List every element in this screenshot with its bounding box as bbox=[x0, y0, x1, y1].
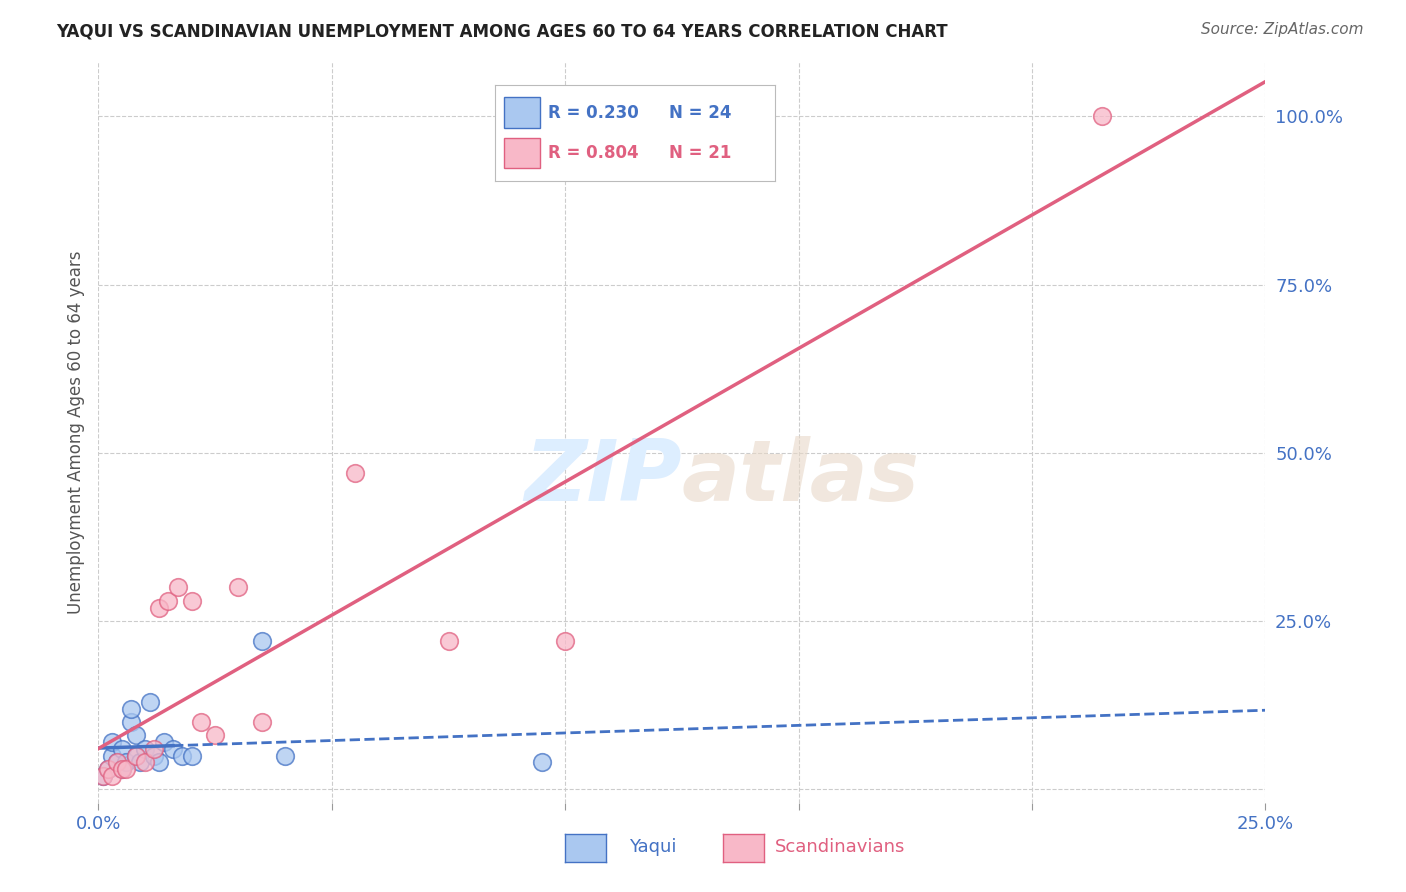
Point bbox=[250, 634, 273, 648]
Point bbox=[554, 634, 576, 648]
Point bbox=[91, 769, 114, 783]
Point bbox=[274, 748, 297, 763]
Point bbox=[180, 594, 202, 608]
Point bbox=[437, 634, 460, 648]
Point bbox=[101, 769, 124, 783]
Point bbox=[111, 762, 134, 776]
Point bbox=[143, 748, 166, 763]
Point bbox=[134, 742, 156, 756]
Point bbox=[250, 714, 273, 729]
Point bbox=[101, 735, 124, 749]
Point bbox=[125, 748, 148, 763]
Point bbox=[105, 756, 128, 770]
Point bbox=[190, 714, 212, 729]
Point bbox=[180, 748, 202, 763]
Text: YAQUI VS SCANDINAVIAN UNEMPLOYMENT AMONG AGES 60 TO 64 YEARS CORRELATION CHART: YAQUI VS SCANDINAVIAN UNEMPLOYMENT AMONG… bbox=[56, 22, 948, 40]
Point bbox=[148, 756, 170, 770]
Point bbox=[172, 748, 194, 763]
Text: ZIP: ZIP bbox=[524, 435, 682, 518]
Text: Source: ZipAtlas.com: Source: ZipAtlas.com bbox=[1201, 22, 1364, 37]
Point bbox=[120, 714, 142, 729]
Point bbox=[530, 756, 553, 770]
Text: Yaqui: Yaqui bbox=[630, 838, 676, 856]
Point bbox=[1091, 109, 1114, 123]
Point bbox=[111, 762, 134, 776]
Point bbox=[125, 748, 148, 763]
Text: atlas: atlas bbox=[682, 435, 920, 518]
Point bbox=[344, 466, 367, 480]
Point bbox=[162, 742, 184, 756]
Point bbox=[125, 729, 148, 743]
Point bbox=[120, 701, 142, 715]
Y-axis label: Unemployment Among Ages 60 to 64 years: Unemployment Among Ages 60 to 64 years bbox=[66, 251, 84, 615]
Point bbox=[152, 735, 174, 749]
Point bbox=[204, 729, 226, 743]
Point bbox=[129, 756, 152, 770]
Point bbox=[105, 756, 128, 770]
Point bbox=[115, 762, 138, 776]
Point bbox=[228, 581, 250, 595]
Point bbox=[115, 756, 138, 770]
Point bbox=[139, 695, 162, 709]
Point bbox=[148, 600, 170, 615]
Point bbox=[97, 762, 120, 776]
Point bbox=[101, 748, 124, 763]
Point bbox=[134, 756, 156, 770]
Point bbox=[166, 581, 188, 595]
Point bbox=[157, 594, 180, 608]
Point bbox=[143, 742, 166, 756]
Text: Scandinavians: Scandinavians bbox=[775, 838, 905, 856]
Point bbox=[91, 769, 114, 783]
Point bbox=[97, 762, 120, 776]
Point bbox=[111, 742, 134, 756]
